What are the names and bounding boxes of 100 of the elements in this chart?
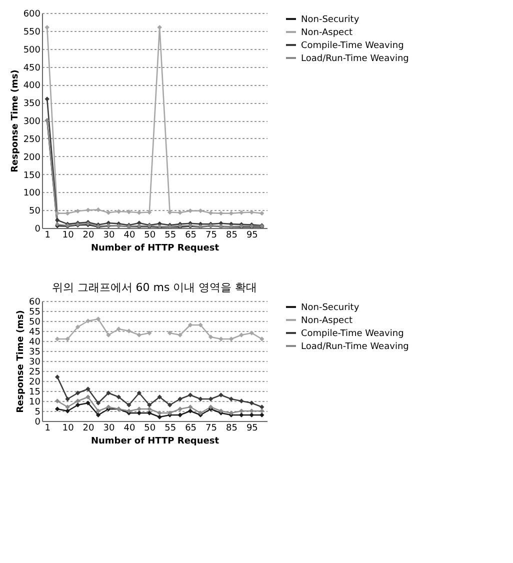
point: [147, 330, 152, 336]
x-tick-label: 50: [144, 424, 156, 434]
x-tick-label: 65: [185, 230, 197, 240]
point: [126, 402, 132, 408]
point: [65, 404, 70, 410]
point: [178, 406, 182, 412]
x-tick-label: 95: [246, 424, 258, 434]
x-tick-label: 30: [103, 424, 115, 434]
point: [208, 334, 214, 340]
y-tick-label: 400: [23, 81, 41, 92]
x-tick-label: 40: [124, 424, 136, 434]
x-axis-title: Number of HTTP Request: [90, 244, 220, 254]
point: [86, 400, 90, 406]
x-tick-label: 30: [103, 230, 115, 240]
point: [147, 406, 152, 412]
point: [54, 218, 60, 222]
y-tick-label: 30: [29, 358, 41, 368]
point: [218, 336, 224, 342]
legend-label: Compile-Time Weaving: [301, 41, 404, 51]
point: [167, 210, 172, 215]
y-tick-label: 20: [29, 378, 41, 388]
point: [260, 404, 264, 410]
x-tick-label: 55: [164, 424, 176, 434]
point: [44, 96, 50, 102]
point: [65, 396, 70, 402]
x-tick-label: 75: [206, 424, 217, 434]
point: [218, 210, 224, 216]
point: [198, 322, 203, 328]
point: [54, 210, 60, 216]
point: [188, 392, 193, 398]
y-axis-title: Response Time (ms): [16, 310, 26, 413]
legend-label: Non-Security: [301, 303, 360, 313]
point: [188, 404, 193, 410]
point: [260, 210, 264, 216]
point: [86, 386, 90, 392]
point: [178, 396, 182, 402]
y-tick-label: 10: [29, 398, 41, 408]
point: [54, 398, 60, 404]
y-tick-label: 150: [23, 170, 41, 181]
y-tick-label: 50: [29, 318, 41, 328]
point: [86, 318, 90, 324]
point: [106, 390, 111, 396]
y-tick-label: 0: [34, 224, 41, 234]
point: [260, 408, 264, 414]
y-tick-label: 5: [34, 408, 40, 418]
legend-label: Load/Run-Time Weaving: [301, 54, 409, 64]
point: [75, 390, 80, 396]
legend-label: Compile-Time Weaving: [301, 329, 404, 339]
legend-label: Load/Run-Time Weaving: [301, 342, 409, 352]
point: [157, 410, 162, 416]
point: [260, 412, 264, 418]
point: [178, 210, 182, 215]
x-tick-label: 55: [164, 230, 176, 240]
point: [260, 336, 264, 342]
point: [167, 402, 172, 408]
x-tick-label: 10: [62, 230, 74, 240]
y-tick-label: 350: [23, 99, 41, 110]
point: [96, 408, 101, 414]
x-tick-label: 20: [82, 230, 95, 240]
point: [96, 412, 101, 418]
point: [249, 330, 254, 336]
point: [249, 400, 254, 406]
point: [65, 408, 70, 414]
y-tick-label: 35: [29, 348, 40, 358]
y-tick-label: 0: [34, 418, 41, 428]
point: [218, 392, 224, 398]
point: [167, 330, 172, 336]
point: [178, 412, 182, 418]
legend-label: Non-Aspect: [301, 28, 354, 38]
x-tick-label: 10: [62, 424, 74, 434]
y-axis-title: Response Time (ms): [10, 70, 20, 172]
point: [54, 406, 60, 412]
point: [116, 326, 122, 332]
point: [239, 398, 244, 404]
point: [106, 332, 111, 338]
x-tick-label: 85: [226, 230, 238, 240]
y-tick-label: 450: [23, 63, 41, 74]
point: [147, 402, 152, 408]
x-tick-label: 75: [206, 230, 217, 240]
point: [54, 374, 60, 380]
point: [157, 394, 162, 400]
point: [239, 408, 244, 414]
point: [86, 394, 90, 400]
y-tick-label: 25: [29, 368, 40, 378]
y-tick-label: 250: [23, 134, 41, 145]
x-tick-label: 1: [44, 424, 50, 434]
point: [75, 324, 80, 330]
x-tick-label: 20: [82, 424, 95, 434]
x-tick-label: 85: [226, 424, 238, 434]
point: [106, 210, 111, 215]
point: [157, 414, 162, 420]
y-tick-label: 45: [29, 328, 40, 338]
legend-label: Non-Aspect: [301, 316, 354, 326]
x-tick-label: 95: [246, 230, 258, 240]
point: [75, 402, 80, 408]
point: [188, 408, 193, 414]
point: [44, 24, 50, 30]
y-tick-label: 55: [29, 308, 40, 318]
point: [198, 396, 203, 402]
point: [147, 210, 152, 215]
